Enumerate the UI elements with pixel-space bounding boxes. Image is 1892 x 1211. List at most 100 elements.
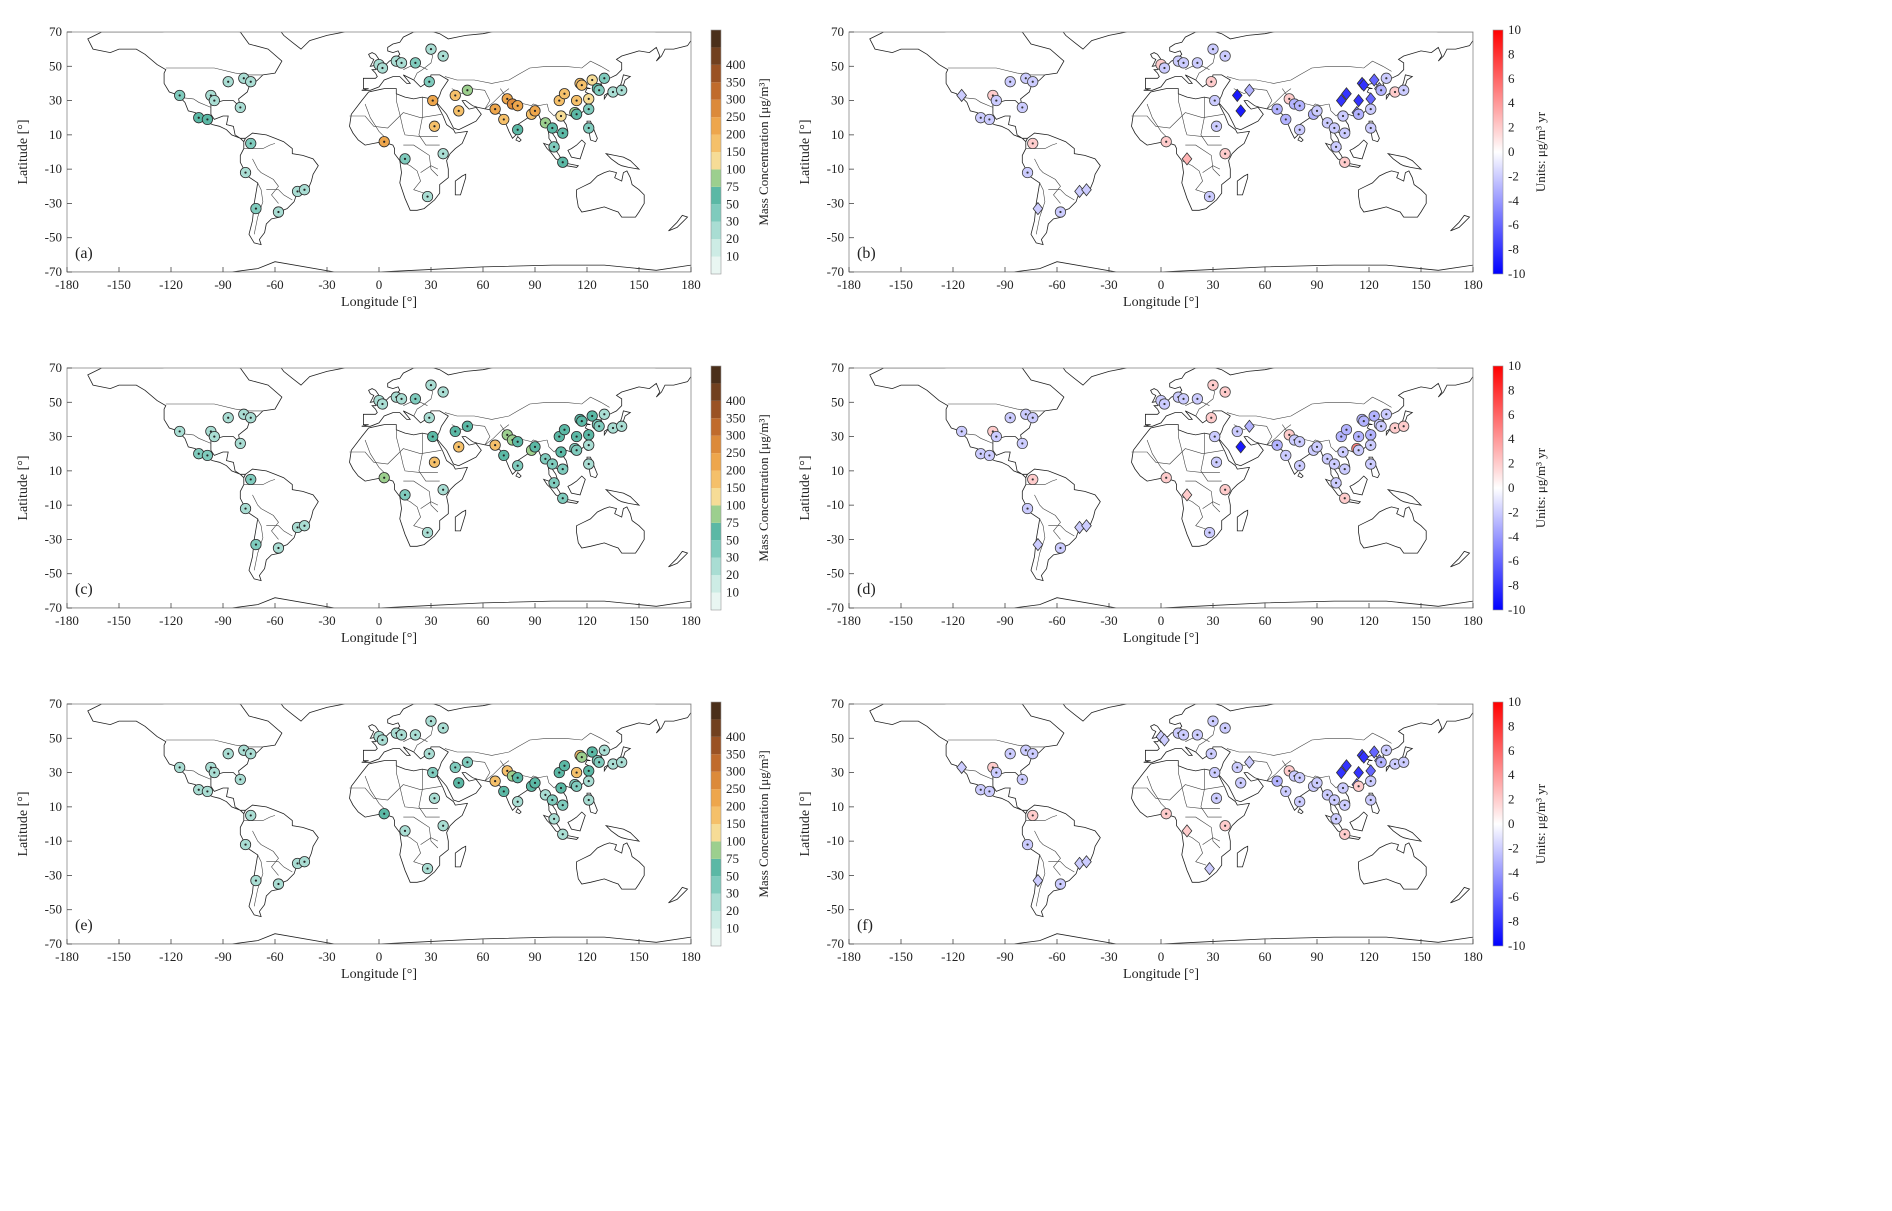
colorbar-tick-label: 20 [726,567,739,582]
station-dot [433,797,436,800]
country-border [1146,103,1169,139]
land-layer [67,704,691,944]
country-border [1181,160,1207,194]
country-border [413,720,434,753]
station-dot [516,128,519,131]
country-border [399,160,425,194]
trend-dot [1369,126,1372,130]
country-border [1202,501,1221,509]
station-dot [403,493,407,496]
colorbar-tick-label: 100 [726,497,746,512]
country-border [1226,732,1392,756]
station-dot [561,161,564,164]
station-dot [431,99,434,102]
colorbar-tick-label: 350 [726,74,746,89]
trend-marker-diamond [1032,201,1044,216]
x-tick-label: 120 [1359,277,1379,292]
station-dot [426,531,429,534]
station-dot [558,99,561,102]
station-dot [454,430,457,433]
colorbar-tick-label: 350 [726,746,746,761]
coastline [1131,368,1473,547]
coastline [454,173,467,196]
country-border [253,854,264,907]
station-dot [429,48,433,51]
colorbar-tick-label: 50 [726,196,739,211]
station-dot [558,771,561,774]
station-dot [544,793,547,796]
station-dot [383,476,386,479]
colorbar-cell [711,400,721,419]
station-dot [611,90,615,94]
country-border [484,88,510,110]
country-border [1233,760,1273,782]
y-tick-label: 70 [49,360,62,375]
coastline [1062,704,1127,722]
station-dot [414,397,417,400]
station-dot [249,416,252,419]
colorbar-tick-label: -6 [1508,889,1519,904]
station-dot [580,756,583,759]
colorbar-cell [711,117,721,135]
x-tick-label: 60 [477,613,490,628]
station-dot [533,781,537,784]
trend-marker-diamond [1081,519,1092,533]
trend-dot [1236,766,1239,769]
x-tick-label: -150 [107,613,131,628]
country-border [1195,48,1216,81]
colorbar-cell [711,806,721,824]
country-border [1131,784,1224,801]
trend-marker-diamond [1244,83,1255,97]
trend-dot [1402,761,1405,764]
trend-dot [1208,531,1211,534]
trend-dot [1341,450,1345,454]
coastline [87,32,283,143]
country-border [1195,720,1216,753]
colorbar-tick-label: 250 [726,109,746,124]
trend-marker-diamond [1081,855,1092,869]
y-tick-label: 50 [831,394,844,409]
trend-dot [1288,97,1291,100]
colorbar-title: Units: μg/m³ yr [1533,783,1548,864]
colorbar-title: Mass Concentration [μg/m³] [756,78,771,225]
station-markers [174,379,628,554]
colorbar-cell [711,470,721,488]
y-tick-label: -70 [827,264,844,279]
coastline [1450,886,1471,904]
station-dot [506,769,509,772]
station-dot [591,414,594,418]
x-tick-label: 180 [1463,277,1483,292]
country-border [1233,424,1273,446]
colorbar-tick-label: 100 [726,161,746,176]
coastline [1349,139,1368,160]
trend-dot [979,116,982,119]
map-panel: -180 -150 -120 -90 -60 -30 0 30 60 90 120 150 180 70 5… [16,24,771,310]
station-dot [303,524,306,527]
station-dot [533,445,537,448]
colorbar-cell [711,64,721,83]
trend-dot [1026,171,1029,174]
x-tick-label: 180 [1463,949,1483,964]
coastline [1297,807,1304,815]
country-border [1178,88,1220,137]
trend-marker-diamond [1244,755,1255,769]
trend-dot [1340,435,1343,438]
colorbar-cell [711,256,721,274]
x-tick-label: -150 [889,949,913,964]
y-tick-label: -10 [45,497,62,512]
coastline [1236,845,1249,868]
y-tick-label: 30 [831,93,844,108]
coastline [567,811,586,832]
station-dot [575,785,578,788]
trend-dot [995,435,998,438]
country-border [176,432,212,444]
colorbar-cell [711,540,721,558]
trend-dot [1215,797,1218,800]
coastline [668,886,689,904]
colorbar-tick-label: -4 [1508,529,1519,544]
trend-marker-diamond [1358,750,1370,764]
station-dot [563,764,566,767]
trend-dot [1024,749,1027,752]
colorbar-tick-label: 75 [726,515,739,530]
country-border [1131,448,1224,465]
